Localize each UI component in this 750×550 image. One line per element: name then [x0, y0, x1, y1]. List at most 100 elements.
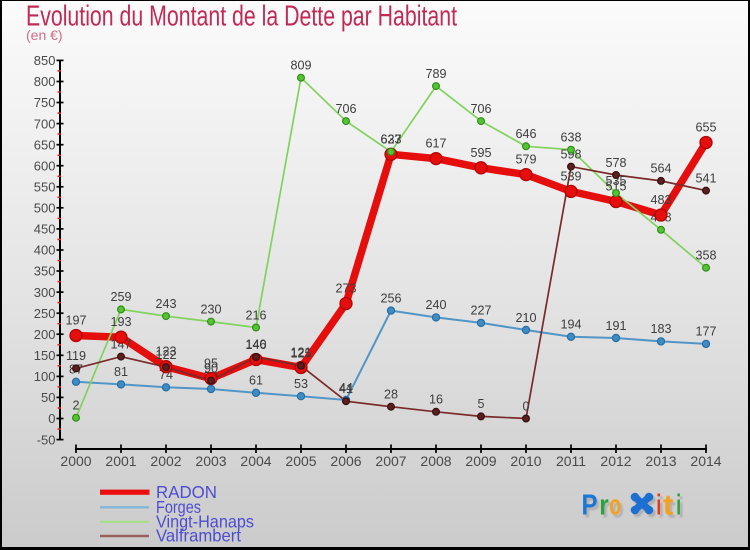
svg-text:2001: 2001 — [105, 453, 136, 469]
svg-text:850: 850 — [34, 53, 56, 68]
svg-text:578: 578 — [605, 156, 626, 170]
svg-text:o: o — [609, 490, 621, 522]
svg-text:90: 90 — [204, 361, 218, 375]
svg-text:638: 638 — [560, 131, 581, 145]
svg-text:200: 200 — [34, 327, 56, 342]
svg-text:P: P — [582, 490, 598, 522]
svg-text:646: 646 — [515, 127, 536, 141]
svg-text:598: 598 — [560, 147, 581, 161]
svg-text:2008: 2008 — [420, 453, 451, 469]
svg-text:259: 259 — [110, 290, 131, 304]
svg-text:125: 125 — [290, 347, 311, 361]
svg-text:0: 0 — [522, 399, 529, 413]
svg-text:2013: 2013 — [645, 453, 676, 469]
svg-text:177: 177 — [695, 325, 716, 339]
svg-text:250: 250 — [34, 306, 56, 321]
svg-text:t: t — [665, 493, 676, 525]
svg-text:t: t — [663, 490, 674, 522]
svg-text:41: 41 — [339, 382, 353, 396]
svg-text:550: 550 — [34, 180, 56, 195]
svg-text:789: 789 — [425, 67, 446, 81]
svg-text:535: 535 — [605, 174, 626, 188]
svg-text:2007: 2007 — [375, 453, 406, 469]
svg-text:Vingt-Hanaps: Vingt-Hanaps — [156, 512, 254, 532]
svg-text:5: 5 — [477, 397, 484, 411]
svg-text:2003: 2003 — [195, 453, 226, 469]
svg-text:o: o — [612, 493, 624, 525]
svg-text:2014: 2014 — [690, 453, 721, 469]
svg-text:633: 633 — [380, 133, 401, 147]
svg-text:Evolution du Montant de la Det: Evolution du Montant de la Dette par Hab… — [26, 1, 457, 33]
svg-text:50: 50 — [41, 390, 55, 405]
svg-text:358: 358 — [695, 249, 716, 263]
svg-text:2000: 2000 — [60, 453, 91, 469]
svg-text:0: 0 — [48, 411, 55, 426]
svg-text:121: 121 — [290, 346, 311, 360]
svg-text:350: 350 — [34, 264, 56, 279]
svg-text:44: 44 — [339, 381, 353, 395]
svg-text:r: r — [599, 490, 609, 522]
svg-text:2005: 2005 — [285, 453, 316, 469]
svg-text:i: i — [679, 493, 684, 525]
svg-text:240: 240 — [425, 298, 446, 312]
svg-text:230: 230 — [200, 302, 221, 316]
svg-text:191: 191 — [605, 319, 626, 333]
svg-text:706: 706 — [335, 102, 356, 116]
svg-text:RADON: RADON — [156, 482, 217, 502]
svg-text:i: i — [656, 490, 661, 522]
svg-text:16: 16 — [429, 393, 443, 407]
svg-text:81: 81 — [114, 365, 128, 379]
svg-text:i: i — [676, 490, 681, 522]
svg-text:750: 750 — [34, 95, 56, 110]
svg-text:2009: 2009 — [465, 453, 496, 469]
svg-text:i: i — [659, 493, 664, 525]
svg-text:119: 119 — [66, 349, 86, 363]
svg-text:197: 197 — [65, 314, 86, 328]
svg-text:61: 61 — [249, 374, 263, 388]
svg-text:140: 140 — [245, 338, 266, 352]
svg-text:123: 123 — [155, 345, 176, 359]
svg-text:2002: 2002 — [150, 453, 181, 469]
svg-text:122: 122 — [155, 348, 176, 362]
svg-text:483: 483 — [650, 193, 671, 207]
svg-text:300: 300 — [34, 285, 56, 300]
svg-text:183: 183 — [650, 322, 671, 336]
svg-text:2012: 2012 — [600, 453, 631, 469]
svg-text:600: 600 — [34, 158, 56, 173]
svg-text:579: 579 — [515, 153, 536, 167]
svg-text:-50: -50 — [37, 432, 56, 447]
svg-text:655: 655 — [695, 121, 716, 135]
svg-text:595: 595 — [470, 146, 491, 160]
svg-text:146: 146 — [245, 338, 266, 352]
svg-text:256: 256 — [380, 291, 401, 305]
svg-text:Valframbert: Valframbert — [156, 526, 241, 546]
svg-text:515: 515 — [605, 180, 626, 194]
svg-text:243: 243 — [155, 297, 176, 311]
svg-text:700: 700 — [34, 116, 56, 131]
svg-text:(en €): (en €) — [26, 27, 63, 43]
svg-text:500: 500 — [34, 201, 56, 216]
svg-text:100: 100 — [34, 369, 56, 384]
svg-text:Forges: Forges — [156, 497, 201, 517]
svg-text:28: 28 — [384, 388, 398, 402]
svg-text:2: 2 — [72, 399, 79, 413]
svg-text:627: 627 — [380, 132, 401, 146]
svg-text:194: 194 — [560, 318, 581, 332]
svg-text:2004: 2004 — [240, 453, 271, 469]
svg-text:r: r — [602, 493, 612, 525]
svg-text:95: 95 — [204, 357, 218, 371]
svg-text:193: 193 — [110, 315, 131, 329]
svg-text:273: 273 — [335, 282, 356, 296]
svg-text:809: 809 — [290, 59, 311, 73]
svg-text:800: 800 — [34, 74, 56, 89]
svg-text:216: 216 — [245, 308, 266, 322]
svg-text:706: 706 — [470, 102, 491, 116]
svg-text:400: 400 — [34, 243, 56, 258]
svg-text:650: 650 — [34, 137, 56, 152]
svg-text:P: P — [584, 493, 600, 525]
svg-text:210: 210 — [515, 311, 536, 325]
svg-text:564: 564 — [650, 162, 671, 176]
svg-text:53: 53 — [294, 377, 308, 391]
svg-text:2011: 2011 — [556, 453, 586, 469]
svg-text:541: 541 — [695, 171, 716, 185]
